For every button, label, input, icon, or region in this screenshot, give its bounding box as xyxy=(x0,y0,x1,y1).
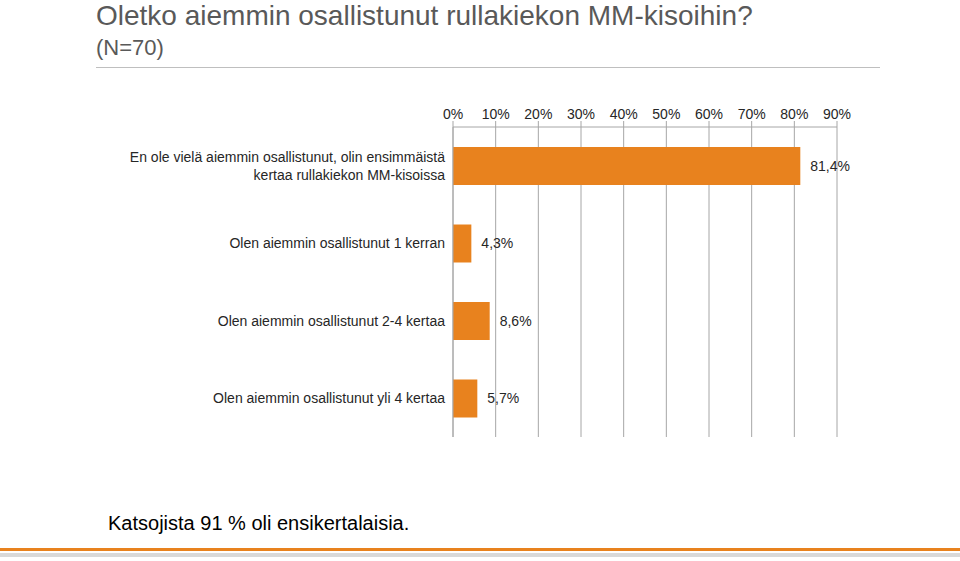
svg-text:Olen aiemmin osallistunut yli: Olen aiemmin osallistunut yli 4 kertaa xyxy=(213,390,445,406)
svg-text:Olen aiemmin osallistunut 2-4: Olen aiemmin osallistunut 2-4 kertaa xyxy=(218,313,445,329)
svg-text:80%: 80% xyxy=(780,106,808,122)
svg-text:5,7%: 5,7% xyxy=(487,390,519,406)
svg-text:0%: 0% xyxy=(443,106,463,122)
svg-text:50%: 50% xyxy=(652,106,680,122)
svg-text:30%: 30% xyxy=(567,106,595,122)
svg-text:En ole vielä aiemmin osallistu: En ole vielä aiemmin osallistunut, olin … xyxy=(130,149,445,183)
svg-text:10%: 10% xyxy=(482,106,510,122)
svg-text:8,6%: 8,6% xyxy=(500,313,532,329)
html-text:(N=70): (N=70) xyxy=(96,35,164,60)
svg-text:81,4%: 81,4% xyxy=(810,158,850,174)
svg-text:40%: 40% xyxy=(610,106,638,122)
html-text:Katsojista 91 % oli ensikertal: Katsojista 91 % oli ensikertalaisia. xyxy=(108,512,410,534)
svg-text:20%: 20% xyxy=(524,106,552,122)
svg-text:70%: 70% xyxy=(738,106,766,122)
html-text:Oletko aiemmin osallistunut ru: Oletko aiemmin osallistunut rullakiekon … xyxy=(96,0,753,31)
svg-text:90%: 90% xyxy=(823,106,851,122)
svg-text:4,3%: 4,3% xyxy=(481,235,513,251)
svg-text:Olen aiemmin osallistunut 1 ke: Olen aiemmin osallistunut 1 kerran xyxy=(229,235,445,251)
svg-text:60%: 60% xyxy=(695,106,723,122)
